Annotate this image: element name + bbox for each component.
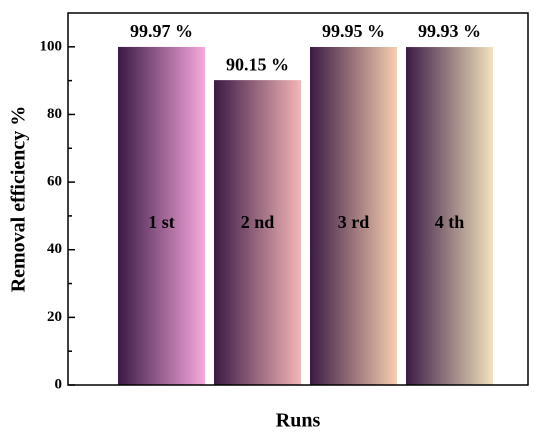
y-tick-label: 0 xyxy=(55,376,63,392)
y-tick-label: 20 xyxy=(47,309,62,325)
y-tick-label: 80 xyxy=(47,106,62,122)
value-label: 90.15 % xyxy=(226,54,289,74)
y-tick-label: 40 xyxy=(47,241,62,257)
value-label: 99.95 % xyxy=(322,21,385,41)
plot-frame xyxy=(67,12,529,386)
y-axis-title: Removal efficiency % xyxy=(8,106,30,293)
bar xyxy=(214,80,301,385)
bar xyxy=(310,46,397,385)
category-label: 2 nd xyxy=(241,212,275,232)
y-tick-label: 100 xyxy=(40,38,63,54)
y-tick-label: 60 xyxy=(47,174,62,190)
value-label: 99.97 % xyxy=(130,21,193,41)
bar xyxy=(406,47,493,386)
value-label: 99.93 % xyxy=(418,21,481,41)
category-label: 4 th xyxy=(435,212,465,232)
bar xyxy=(118,46,205,385)
category-label: 3 rd xyxy=(338,212,370,232)
x-axis-title: Runs xyxy=(276,410,321,432)
category-label: 1 st xyxy=(148,212,175,232)
